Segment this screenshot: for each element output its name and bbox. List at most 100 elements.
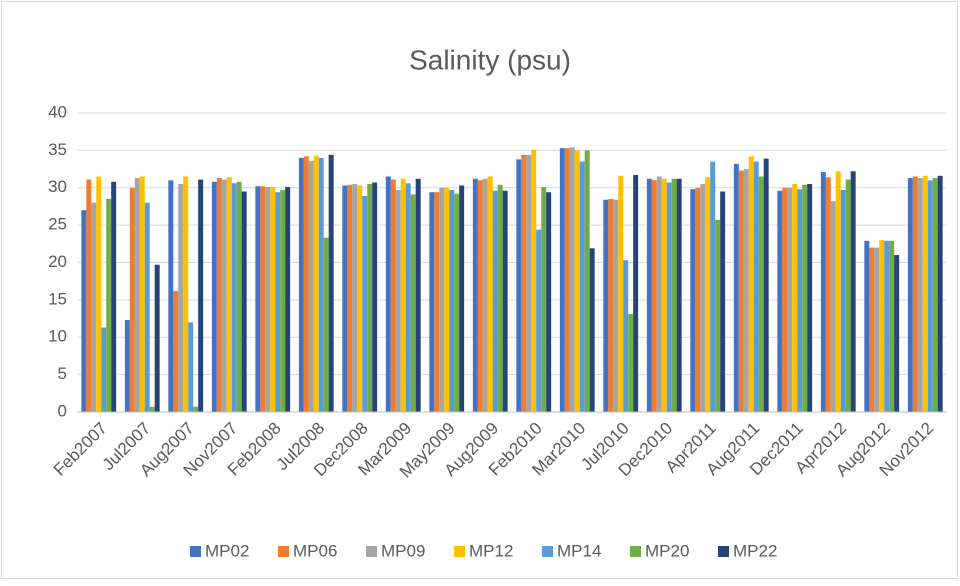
- bar: [710, 161, 716, 412]
- bar: [298, 157, 304, 412]
- bar: [342, 185, 348, 412]
- legend-label: MP20: [645, 541, 689, 560]
- bar: [937, 175, 943, 412]
- bar: [226, 177, 232, 412]
- bar: [748, 156, 754, 412]
- bar: [608, 198, 614, 412]
- bar: [221, 179, 227, 412]
- bar: [917, 178, 923, 412]
- bar: [193, 406, 199, 412]
- bar: [661, 178, 667, 412]
- bar: [472, 178, 478, 412]
- bar: [280, 189, 286, 412]
- bar: [840, 189, 846, 412]
- bar: [574, 150, 580, 412]
- bar: [825, 177, 831, 412]
- bar: [850, 171, 856, 412]
- bar: [521, 154, 527, 413]
- bar: [651, 180, 657, 412]
- bar: [787, 187, 793, 412]
- y-tick-label: 40: [48, 102, 67, 121]
- bar: [477, 180, 483, 412]
- bar: [395, 189, 401, 412]
- bar: [869, 247, 875, 412]
- legend-swatch: [366, 546, 377, 557]
- y-tick-label: 15: [48, 289, 67, 308]
- legend-label: MP12: [469, 541, 513, 560]
- bar: [144, 202, 150, 412]
- bar: [715, 219, 721, 412]
- bar: [559, 148, 565, 412]
- bar: [613, 199, 619, 412]
- bar: [308, 160, 314, 412]
- bar: [439, 187, 445, 412]
- bar: [168, 180, 174, 412]
- bar: [864, 240, 870, 412]
- bar: [231, 183, 237, 412]
- bar: [124, 320, 130, 412]
- bar: [260, 186, 266, 412]
- bar: [444, 187, 450, 412]
- bar: [932, 178, 938, 412]
- bar: [390, 179, 396, 412]
- bar: [134, 178, 140, 412]
- bar: [86, 179, 92, 412]
- bar: [313, 155, 319, 413]
- bar: [792, 184, 798, 412]
- bar: [753, 161, 759, 412]
- bar: [188, 322, 194, 412]
- bar: [323, 237, 329, 412]
- bar: [676, 178, 682, 412]
- bar: [502, 190, 508, 412]
- chart-title: Salinity (psu): [409, 44, 571, 75]
- bar: [820, 172, 826, 412]
- legend-label: MP22: [733, 541, 777, 560]
- legend-swatch: [630, 546, 641, 557]
- bar: [362, 195, 368, 412]
- bar: [889, 240, 895, 412]
- legend-swatch: [542, 546, 553, 557]
- bar: [372, 182, 378, 412]
- bar: [106, 198, 112, 412]
- bar: [733, 163, 739, 412]
- bar: [236, 181, 242, 412]
- bar: [646, 178, 652, 412]
- bar: [802, 184, 808, 412]
- bar: [835, 171, 841, 412]
- y-tick-label: 5: [58, 364, 67, 383]
- bar: [618, 175, 624, 412]
- bar: [845, 179, 851, 412]
- bar: [434, 192, 440, 412]
- bar: [482, 178, 488, 412]
- bar: [666, 182, 672, 412]
- bar: [241, 191, 247, 412]
- bar: [656, 176, 662, 412]
- bar: [700, 184, 706, 412]
- bar: [526, 154, 532, 413]
- bar: [603, 199, 609, 412]
- bar: [347, 184, 353, 412]
- y-tick-label: 35: [48, 140, 67, 159]
- bar: [879, 240, 885, 412]
- bar: [275, 192, 281, 412]
- y-tick-label: 20: [48, 252, 67, 271]
- bar: [454, 193, 460, 412]
- bar: [173, 290, 179, 412]
- y-tick-label: 0: [58, 401, 67, 420]
- bar: [270, 187, 276, 412]
- bar: [884, 240, 890, 412]
- bar: [410, 194, 416, 412]
- bar: [211, 181, 217, 412]
- bar: [101, 327, 107, 412]
- bar: [894, 255, 900, 412]
- bar: [695, 187, 701, 412]
- bar: [584, 150, 590, 412]
- bar: [328, 154, 334, 413]
- bar: [183, 176, 189, 412]
- bar: [874, 247, 880, 412]
- bar: [922, 175, 928, 412]
- bar: [531, 149, 537, 412]
- bar: [303, 156, 309, 412]
- legend-label: MP06: [293, 541, 337, 560]
